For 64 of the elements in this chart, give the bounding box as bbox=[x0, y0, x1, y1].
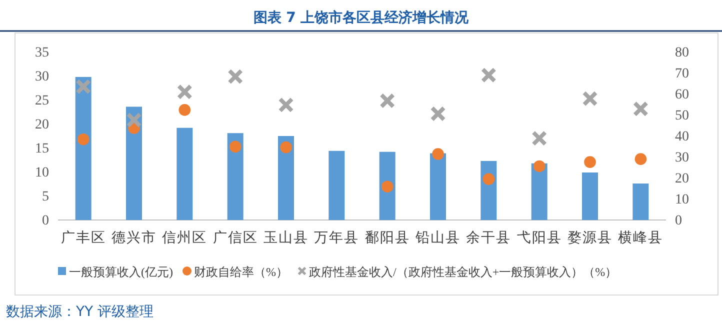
y2-tick-label: 50 bbox=[675, 108, 689, 124]
point bbox=[380, 92, 396, 109]
y2-tick-label: 80 bbox=[675, 45, 689, 60]
y2-tick-label: 20 bbox=[675, 171, 689, 186]
point bbox=[632, 101, 648, 117]
y-tick-label: 20 bbox=[35, 117, 49, 132]
legend-label: 一般预算收入(亿元) bbox=[69, 265, 173, 279]
x-tick-label: 余干县 bbox=[466, 230, 512, 246]
y2-tick-label: 40 bbox=[675, 129, 689, 144]
legend-label: 政府性基金收入/（政府性基金收入+一般预算收入）（%） bbox=[309, 265, 618, 279]
point bbox=[584, 156, 596, 168]
point bbox=[126, 112, 142, 128]
bar bbox=[227, 133, 244, 220]
x-tick-label: 万年县 bbox=[314, 230, 360, 246]
y2-tick-label: 30 bbox=[675, 150, 689, 166]
y-tick-label: 10 bbox=[35, 165, 49, 180]
point bbox=[482, 173, 495, 185]
x-tick-label: 婺源县 bbox=[568, 230, 612, 246]
x-tick-label: 信州区 bbox=[162, 230, 208, 246]
point bbox=[432, 148, 444, 160]
y2-tick-label: 60 bbox=[675, 87, 689, 102]
point bbox=[582, 90, 598, 106]
bar bbox=[176, 128, 193, 220]
y-tick-label: 15 bbox=[35, 141, 49, 156]
point bbox=[228, 68, 244, 84]
x-tick-label: 铅山县 bbox=[414, 230, 460, 246]
x-tick-label: 广信区 bbox=[212, 230, 258, 246]
point bbox=[178, 104, 191, 116]
x-tick-label: 广丰区 bbox=[60, 230, 106, 246]
bar bbox=[430, 153, 446, 220]
point bbox=[280, 141, 292, 154]
x-tick-label: 玉山县 bbox=[264, 230, 308, 246]
bar bbox=[582, 172, 598, 220]
point bbox=[634, 153, 647, 166]
y2-tick-label: 0 bbox=[675, 213, 682, 228]
y2-tick-label: 70 bbox=[675, 66, 689, 82]
x-tick-label: 德兴市 bbox=[112, 230, 156, 246]
point bbox=[430, 106, 446, 122]
point bbox=[533, 160, 546, 172]
point bbox=[278, 97, 294, 113]
y2-tick-label: 10 bbox=[675, 192, 689, 208]
y-tick-label: 5 bbox=[42, 189, 49, 204]
y-tick-label: 25 bbox=[35, 93, 49, 108]
point bbox=[480, 67, 496, 83]
legend-label: 财政自给率（%） bbox=[194, 265, 288, 279]
y-tick-label: 0 bbox=[42, 213, 49, 228]
point bbox=[176, 84, 192, 100]
chart-title: 图表 7 上饶市各区县经济增长情况 bbox=[253, 9, 470, 26]
bar bbox=[278, 136, 294, 220]
bar bbox=[632, 184, 649, 220]
point bbox=[532, 130, 548, 146]
x-tick-label: 横峰县 bbox=[618, 230, 664, 246]
point bbox=[77, 133, 90, 146]
bar bbox=[531, 163, 548, 220]
x-tick-label: 鄱阳县 bbox=[364, 230, 410, 246]
point bbox=[381, 180, 394, 193]
point bbox=[229, 140, 242, 153]
bar bbox=[75, 76, 92, 220]
bar bbox=[328, 150, 345, 220]
y-tick-label: 35 bbox=[35, 45, 49, 60]
point bbox=[76, 78, 92, 94]
source-note: 数据来源：YY 评级整理 bbox=[6, 304, 154, 320]
x-tick-label: 弋阳县 bbox=[516, 230, 562, 246]
y-tick-label: 30 bbox=[35, 69, 49, 84]
